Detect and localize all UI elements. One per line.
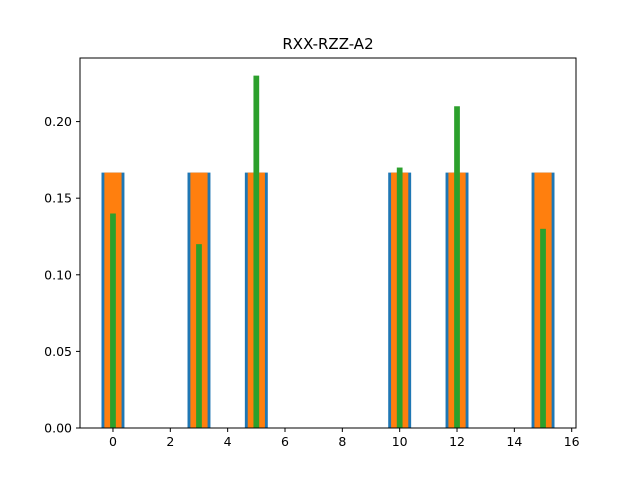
x-tick-label: 8 [338, 434, 346, 449]
bar-series-3-x-0 [110, 213, 116, 428]
x-tick-label: 12 [449, 434, 465, 449]
x-tick-label: 6 [281, 434, 289, 449]
x-tick-label: 2 [166, 434, 174, 449]
bar-series-3-x-10 [396, 167, 403, 429]
y-tick-label: 0.10 [44, 267, 72, 282]
plot-frame [79, 57, 577, 429]
y-tick-label: 0.15 [44, 191, 72, 206]
bar-series-3-x-5 [253, 75, 260, 428]
y-tick-label: 0.05 [44, 344, 72, 359]
x-tick-label: 4 [224, 434, 232, 449]
x-tick-label: 14 [506, 434, 522, 449]
bar-series-3-x-12 [454, 106, 460, 429]
y-tick-label: 0.20 [44, 114, 72, 129]
chart-title: RXX-RZZ-A2 [282, 35, 373, 53]
axes-group: 0 2 4 6 8 10 12 14 16 0.00 0.05 0.10 0.15 0.20 [44, 57, 580, 449]
bars-group [101, 75, 555, 429]
bar-series-3-x-3 [196, 244, 202, 428]
x-tick-label: 10 [392, 434, 408, 449]
x-tick-label: 0 [109, 434, 117, 449]
y-tick-label: 0.00 [44, 421, 72, 436]
x-tick-label: 16 [564, 434, 580, 449]
bar-series-3-x-15 [540, 228, 546, 428]
